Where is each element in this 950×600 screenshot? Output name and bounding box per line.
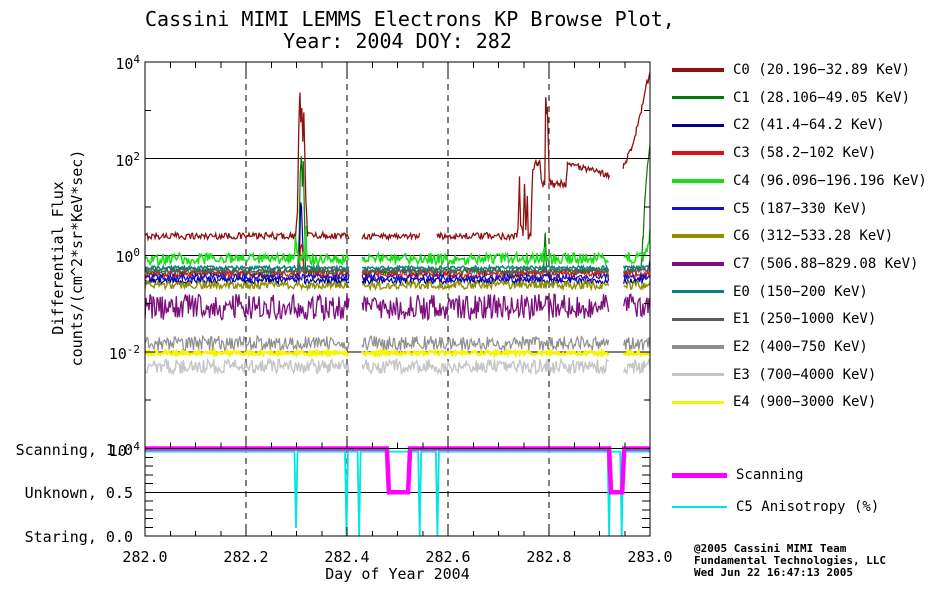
- legend-swatch-C1: [672, 95, 724, 100]
- legend-label-C0: C0 (20.196−32.89 KeV): [733, 62, 911, 78]
- mode-legend-entry-scanning: Scanning: [672, 467, 803, 483]
- x-tick-label-283.0: 283.0: [627, 548, 673, 566]
- legend-label-C7: C7 (506.88−829.08 KeV): [733, 255, 919, 272]
- gridlines: [145, 62, 650, 536]
- credit-line2: Fundamental Technologies, LLC: [694, 554, 887, 567]
- mode-legend-swatch-anisotropy: [672, 505, 727, 509]
- legend-label-C3: C3 (58.2−102 KeV): [733, 145, 877, 162]
- legend-entry-C1: C1 (28.106−49.05 KeV): [672, 90, 910, 106]
- x-tick-label-282.6: 282.6: [425, 548, 471, 566]
- legend-swatch-C3: [672, 151, 724, 155]
- mode-legend-label-scanning: Scanning: [736, 467, 804, 483]
- legend-label-E2: E2 (400−750 KeV): [733, 339, 868, 355]
- legend-swatch-E4: [672, 400, 724, 405]
- mode-label-scanning: Scanning, 1.0: [15, 440, 133, 459]
- legend-entry-E3: E3 (700−4000 KeV): [672, 367, 876, 383]
- y-tick-label-1e0: 100: [115, 246, 140, 267]
- legend-entry-C7: C7 (506.88−829.08 KeV): [672, 256, 918, 272]
- mode-legend-swatch-scanning: [672, 472, 727, 478]
- mode-label-unknown: Unknown, 0.5: [24, 484, 133, 503]
- x-tick-label-282.8: 282.8: [526, 548, 572, 566]
- legend-label-C5: C5 (187−330 KeV): [733, 200, 868, 217]
- x-axis-title: Day of Year 2004: [325, 565, 470, 583]
- x-tick-label-282.2: 282.2: [223, 548, 269, 566]
- series-E4: [145, 347, 650, 360]
- legend-label-C2: C2 (41.4−64.2 KeV): [733, 117, 885, 134]
- legend-swatch-E1: [672, 317, 724, 322]
- legend-swatch-C4: [672, 179, 724, 183]
- y-tick-label-1e-4: 10-4: [108, 439, 140, 460]
- legend-label-E0: E0 (150−200 KeV): [733, 283, 868, 300]
- flux-series: [145, 71, 650, 377]
- legend-entry-C0: C0 (20.196−32.89 KeV): [672, 62, 910, 78]
- y-tick-label-1e2: 102: [115, 149, 140, 170]
- axes: [144, 61, 651, 537]
- legend-label-E1: E1 (250−1000 KeV): [733, 311, 877, 328]
- mode-legend-entry-anisotropy: C5 Anisotropy (%): [672, 499, 879, 515]
- mode-legend-label-anisotropy: C5 Anisotropy (%): [736, 499, 880, 515]
- scanning-line: [145, 446, 650, 495]
- series-C5: [145, 271, 650, 283]
- y-tick-label-1e4: 104: [115, 53, 140, 73]
- series-C7: [145, 293, 650, 322]
- legend-swatch-E2: [672, 345, 724, 349]
- credit-line3: Wed Jun 22 16:47:13 2005: [694, 566, 853, 579]
- series-E1: [145, 265, 650, 276]
- legend-label-E3: E3 (700−4000 KeV): [733, 366, 877, 383]
- legend-label-C1: C1 (28.106−49.05 KeV): [733, 89, 911, 106]
- legend-entry-C5: C5 (187−330 KeV): [672, 201, 868, 217]
- legend-entry-C4: C4 (96.096−196.196 KeV): [672, 173, 927, 189]
- credit-line1: @2005 Cassini MIMI Team: [694, 542, 847, 555]
- series-E2: [145, 334, 650, 353]
- legend-swatch-C6: [672, 234, 724, 238]
- legend-entry-C3: C3 (58.2−102 KeV): [672, 145, 876, 161]
- series-E3: [145, 357, 650, 377]
- legend-swatch-E3: [672, 372, 724, 377]
- legend-label-C4: C4 (96.096−196.196 KeV): [733, 172, 927, 189]
- title-line2: Year: 2004 DOY: 282: [283, 29, 512, 53]
- legend-entry-C6: C6 (312−533.28 KeV): [672, 228, 893, 244]
- legend-swatch-C7: [672, 262, 724, 266]
- legend-swatch-C5: [672, 206, 724, 211]
- legend-entry-E1: E1 (250−1000 KeV): [672, 311, 876, 327]
- series-C4: [145, 225, 650, 267]
- legend-label-E4: E4 (900−3000 KeV): [733, 394, 877, 411]
- x-tick-label-282.0: 282.0: [122, 548, 168, 566]
- plot-title: Cassini MIMI LEMMS Electrons KP Browse P…: [145, 7, 675, 53]
- legend-entry-E0: E0 (150−200 KeV): [672, 284, 868, 300]
- x-tick-label-282.4: 282.4: [324, 548, 370, 566]
- title-line1: Cassini MIMI LEMMS Electrons KP Browse P…: [145, 7, 675, 31]
- legend-swatch-C0: [672, 68, 724, 72]
- mode-label-staring: Staring, 0.0: [24, 528, 133, 546]
- legend-swatch-C2: [672, 123, 724, 128]
- legend-label-C6: C6 (312−533.28 KeV): [733, 228, 894, 245]
- legend-entry-E2: E2 (400−750 KeV): [672, 339, 868, 355]
- credit: @2005 Cassini MIMI Team Fundamental Tech…: [694, 543, 886, 579]
- legend-entry-E4: E4 (900−3000 KeV): [672, 394, 876, 410]
- series-C0: [145, 71, 650, 242]
- legend-entry-C2: C2 (41.4−64.2 KeV): [672, 117, 885, 133]
- legend-swatch-E0: [672, 289, 724, 294]
- y-tick-label-1e-2: 10-2: [108, 342, 140, 363]
- series-C6: [145, 278, 650, 292]
